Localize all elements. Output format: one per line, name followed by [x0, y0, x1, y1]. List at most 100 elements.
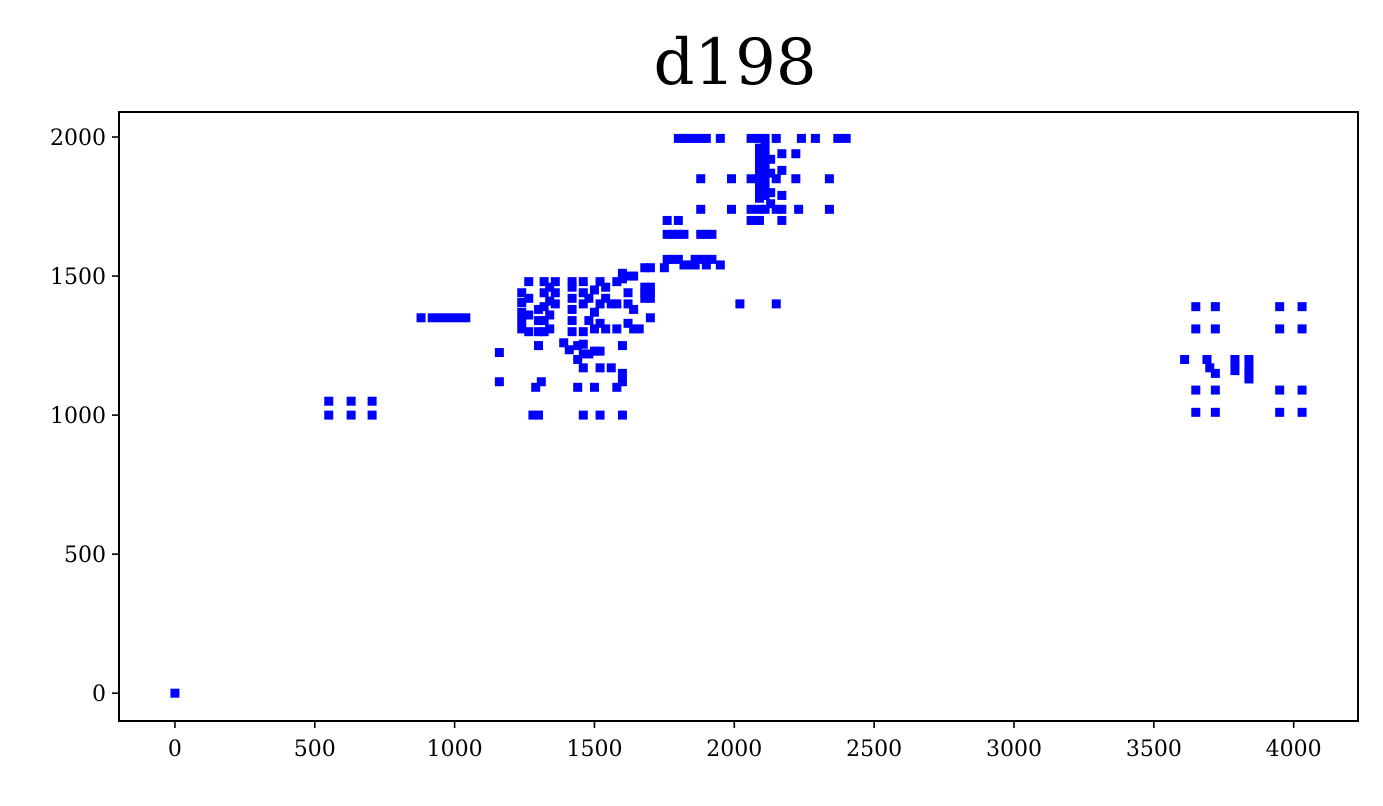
data-point: [494, 348, 504, 358]
data-point: [1297, 324, 1307, 334]
data-point: [760, 165, 770, 175]
data-point: [760, 133, 770, 143]
data-point: [1191, 407, 1201, 417]
data-point: [690, 133, 700, 143]
data-point: [1244, 354, 1254, 364]
y-tick-label: 0: [92, 682, 106, 707]
data-point: [754, 151, 764, 161]
data-point: [517, 307, 527, 317]
data-point: [777, 149, 787, 159]
data-point: [617, 341, 627, 351]
data-point: [367, 396, 377, 406]
data-point: [1210, 385, 1220, 395]
data-point: [707, 229, 717, 239]
data-point: [754, 133, 764, 143]
data-point: [623, 299, 633, 309]
data-point: [1275, 324, 1285, 334]
data-point: [567, 304, 577, 314]
data-point: [662, 254, 672, 264]
data-point: [584, 349, 594, 359]
data-point: [685, 133, 695, 143]
data-point: [573, 382, 583, 392]
data-point: [824, 204, 834, 214]
data-point: [1210, 407, 1220, 417]
data-point: [578, 363, 588, 373]
data-point: [662, 229, 672, 239]
data-point: [696, 254, 706, 264]
data-point: [1275, 407, 1285, 417]
data-point: [824, 174, 834, 184]
data-point: [760, 204, 770, 214]
data-point: [1210, 368, 1220, 378]
data-point: [567, 316, 577, 326]
data-point: [690, 260, 700, 270]
data-point: [727, 174, 737, 184]
data-point: [679, 133, 689, 143]
data-points: [170, 133, 1307, 698]
data-point: [715, 260, 725, 270]
data-point: [791, 174, 801, 184]
data-point: [662, 215, 672, 225]
data-point: [645, 288, 655, 298]
data-point: [696, 174, 706, 184]
data-point: [545, 296, 555, 306]
data-point: [746, 204, 756, 214]
data-point: [766, 199, 776, 209]
data-point: [436, 313, 446, 323]
x-tick-label: 2000: [706, 737, 762, 762]
data-point: [534, 341, 544, 351]
data-point: [545, 324, 555, 334]
x-tick-label: 2500: [846, 737, 902, 762]
data-point: [673, 229, 683, 239]
data-point: [696, 229, 706, 239]
data-point: [1202, 354, 1212, 364]
data-point: [494, 377, 504, 387]
data-point: [578, 339, 588, 349]
data-point: [810, 133, 820, 143]
data-point: [746, 133, 756, 143]
data-point: [528, 410, 538, 420]
data-point: [601, 282, 611, 292]
data-point: [777, 215, 787, 225]
data-point: [595, 299, 605, 309]
data-point: [550, 299, 560, 309]
data-point: [1297, 407, 1307, 417]
y-tick-label: 1000: [50, 404, 106, 429]
data-point: [673, 133, 683, 143]
data-point: [617, 274, 627, 284]
data-point: [746, 174, 756, 184]
data-point: [623, 288, 633, 298]
data-point: [833, 133, 843, 143]
data-point: [640, 293, 650, 303]
data-point: [623, 318, 633, 328]
data-point: [324, 410, 334, 420]
data-point: [754, 193, 764, 203]
data-point: [760, 182, 770, 192]
data-point: [623, 271, 633, 281]
data-point: [771, 133, 781, 143]
data-point: [679, 229, 689, 239]
data-point: [841, 133, 851, 143]
data-point: [567, 277, 577, 287]
x-tick-label: 0: [168, 737, 182, 762]
data-point: [1230, 354, 1240, 364]
data-point: [461, 313, 471, 323]
data-point: [367, 410, 377, 420]
data-point: [673, 254, 683, 264]
data-point: [1230, 366, 1240, 376]
data-point: [612, 324, 622, 334]
data-point: [452, 313, 462, 323]
data-point: [324, 396, 334, 406]
data-point: [612, 382, 622, 392]
data-point: [1205, 363, 1215, 373]
data-point: [578, 299, 588, 309]
data-point: [701, 260, 711, 270]
data-point: [1275, 385, 1285, 395]
data-point: [659, 263, 669, 273]
data-point: [606, 299, 616, 309]
x-tick-label: 500: [294, 737, 336, 762]
data-point: [539, 302, 549, 312]
data-point: [634, 324, 644, 334]
data-point: [735, 299, 745, 309]
plot-frame: [118, 111, 1359, 722]
